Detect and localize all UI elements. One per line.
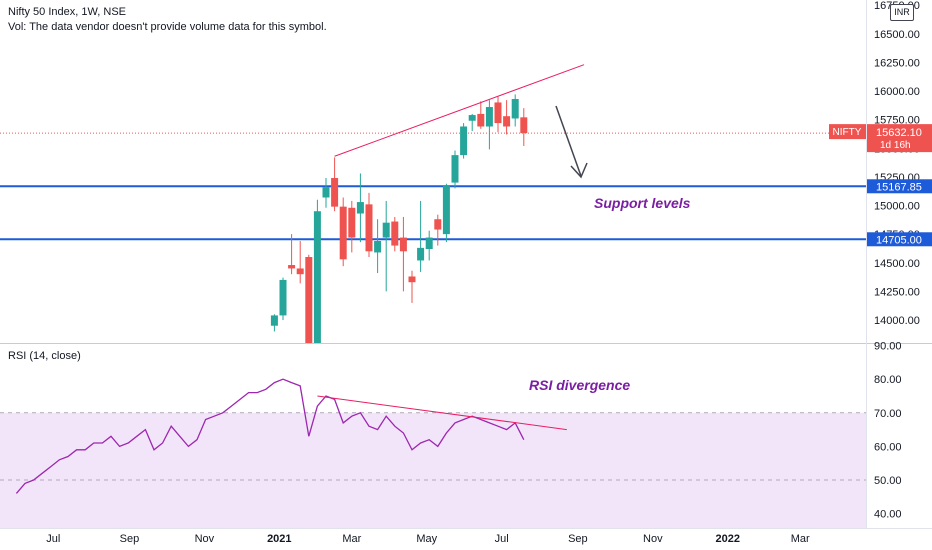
time-tick-4: Mar	[342, 533, 361, 545]
candle-body	[356, 202, 364, 214]
candle-body	[391, 221, 399, 246]
candle-body	[520, 117, 528, 134]
rsi-band-fill	[0, 412, 866, 528]
candle-body	[468, 115, 476, 121]
down-arrow-shaft	[555, 105, 582, 177]
time-tick-9: 2022	[716, 533, 740, 545]
last-price-label-bg	[867, 124, 932, 153]
candle-body	[485, 107, 493, 127]
candle-body	[442, 186, 450, 235]
candle-body	[279, 279, 287, 316]
time-tick-2: Nov	[195, 533, 215, 545]
candle-body	[322, 187, 330, 198]
rsi-tick-90: 90.00	[874, 341, 902, 353]
candle-body	[296, 268, 304, 275]
rsi-tick-70: 70.00	[874, 408, 902, 420]
price-pane	[0, 64, 866, 343]
candle-body	[477, 113, 485, 127]
candle-body	[425, 237, 433, 250]
candle-body	[417, 247, 425, 261]
time-tick-8: Nov	[643, 533, 663, 545]
currency-badge[interactable]: INR	[890, 4, 914, 21]
price-tick-14500: 14500.00	[874, 258, 920, 270]
support-label-2: 14705.00	[876, 234, 922, 246]
time-tick-7: Sep	[568, 533, 588, 545]
chart-title[interactable]: Nifty 50 Index, 1W, NSE	[8, 6, 126, 18]
volume-note: Vol: The data vendor doesn't provide vol…	[8, 21, 327, 33]
candle-body	[339, 206, 347, 260]
rsi-tick-80: 80.00	[874, 374, 902, 386]
rsi-tick-40: 40.00	[874, 509, 902, 521]
rsi-divergence-annotation: RSI divergence	[529, 377, 631, 393]
price-tick-16500: 16500.00	[874, 29, 920, 41]
rsi-line	[15, 378, 525, 494]
support-label-bg-2	[867, 232, 932, 247]
price-tick-15000: 15000.00	[874, 201, 920, 213]
support-label-bg-1	[867, 179, 932, 194]
price-tick-15750: 15750.00	[874, 115, 920, 127]
symbol-label: NIFTY	[833, 127, 862, 138]
candle-body	[408, 276, 416, 283]
candle-body	[503, 116, 511, 127]
candle-body	[270, 315, 278, 326]
candle-body	[511, 99, 519, 119]
candle-body	[374, 240, 382, 253]
rsi-tick-50: 50.00	[874, 475, 902, 487]
support-label-1: 15167.85	[876, 181, 922, 193]
candle-body	[305, 257, 313, 343]
price-trendline	[334, 64, 585, 157]
candle-body	[494, 102, 502, 124]
price-tick-14000: 14000.00	[874, 315, 920, 327]
candle-body	[288, 265, 296, 269]
support-levels-annotation: Support levels	[594, 195, 691, 211]
time-tick-0: Jul	[46, 533, 60, 545]
time-tick-5: May	[416, 533, 437, 545]
candle-body	[331, 178, 339, 207]
countdown-label: 1d 16h	[880, 140, 911, 151]
candle-body	[399, 237, 407, 252]
candle-body	[434, 219, 442, 230]
time-tick-6: Jul	[495, 533, 509, 545]
candle-body	[382, 222, 390, 238]
candle-body	[460, 126, 468, 156]
rsi-trendline	[317, 395, 567, 431]
price-tick-16000: 16000.00	[874, 86, 920, 98]
last-price-label: 15632.10	[876, 127, 922, 139]
rsi-tick-60: 60.00	[874, 441, 902, 453]
price-tick-14250: 14250.00	[874, 286, 920, 298]
time-tick-10: Mar	[791, 533, 810, 545]
candle-body	[313, 211, 321, 343]
down-arrow-head	[570, 162, 588, 179]
candle-body	[451, 155, 459, 183]
candle-body	[348, 207, 356, 238]
price-tick-16250: 16250.00	[874, 57, 920, 69]
rsi-title[interactable]: RSI (14, close)	[8, 350, 81, 362]
symbol-label-bg	[829, 124, 866, 140]
time-tick-1: Sep	[120, 533, 140, 545]
candle-body	[365, 204, 373, 252]
time-tick-3: 2021	[267, 533, 291, 545]
